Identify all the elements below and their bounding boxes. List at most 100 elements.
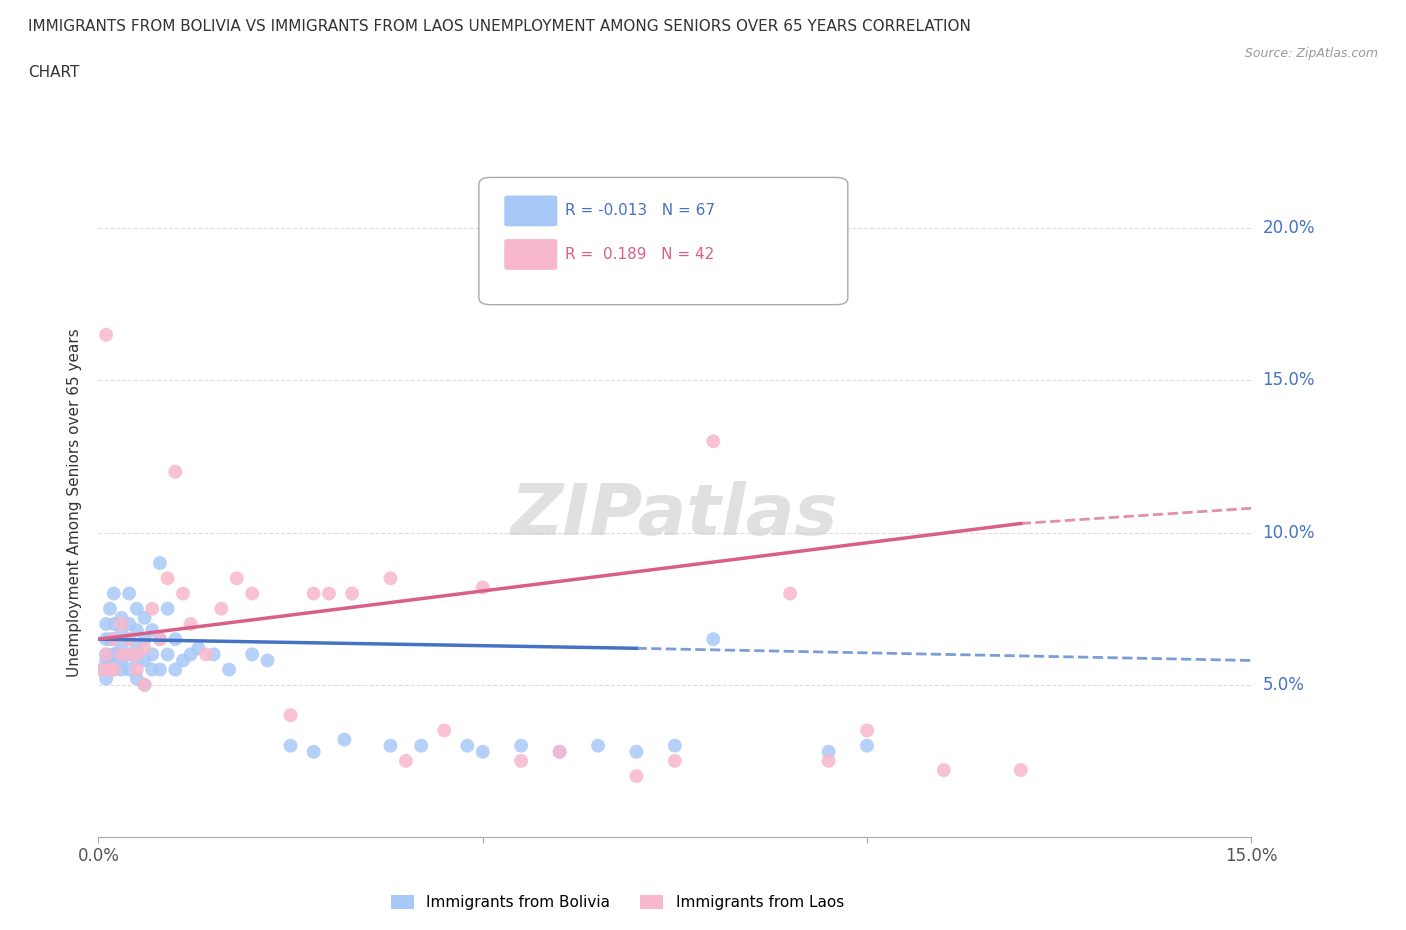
FancyBboxPatch shape xyxy=(505,195,557,226)
Point xyxy=(817,744,839,759)
Point xyxy=(110,622,132,637)
Text: R = -0.013   N = 67: R = -0.013 N = 67 xyxy=(565,204,716,219)
Point xyxy=(156,602,179,617)
Point xyxy=(180,617,202,631)
Point xyxy=(280,738,302,753)
Point xyxy=(118,631,141,646)
Point xyxy=(134,677,156,692)
Point xyxy=(318,586,340,601)
Point xyxy=(702,434,724,449)
Point xyxy=(149,555,172,570)
Point xyxy=(180,647,202,662)
Point xyxy=(626,744,648,759)
Text: 20.0%: 20.0% xyxy=(1263,219,1315,237)
Y-axis label: Unemployment Among Seniors over 65 years: Unemployment Among Seniors over 65 years xyxy=(67,328,83,677)
Point xyxy=(103,662,125,677)
Point xyxy=(141,647,163,662)
Point xyxy=(240,586,263,601)
Point xyxy=(149,662,172,677)
Text: ZIPatlas: ZIPatlas xyxy=(512,481,838,550)
Point xyxy=(103,631,125,646)
Point xyxy=(118,662,141,677)
Point xyxy=(110,641,132,656)
Point xyxy=(548,744,571,759)
Point xyxy=(626,769,648,784)
Point xyxy=(380,738,402,753)
Point xyxy=(118,647,141,662)
Text: 15.0%: 15.0% xyxy=(1263,371,1315,390)
Point xyxy=(94,671,117,686)
Point xyxy=(586,738,609,753)
Point xyxy=(94,327,117,342)
Point xyxy=(103,647,125,662)
Text: IMMIGRANTS FROM BOLIVIA VS IMMIGRANTS FROM LAOS UNEMPLOYMENT AMONG SENIORS OVER : IMMIGRANTS FROM BOLIVIA VS IMMIGRANTS FR… xyxy=(28,19,972,33)
Point xyxy=(110,610,132,625)
Point xyxy=(664,738,686,753)
Point xyxy=(172,586,194,601)
Point xyxy=(256,653,278,668)
Point xyxy=(240,647,263,662)
Point xyxy=(94,647,117,662)
Point xyxy=(125,653,148,668)
Point xyxy=(456,738,478,753)
Point xyxy=(103,662,125,677)
Point xyxy=(856,738,879,753)
Point xyxy=(103,586,125,601)
Point xyxy=(141,602,163,617)
Point xyxy=(134,641,156,656)
Point xyxy=(125,602,148,617)
Point xyxy=(110,647,132,662)
FancyBboxPatch shape xyxy=(505,239,557,270)
Text: 5.0%: 5.0% xyxy=(1263,676,1305,694)
Point xyxy=(209,602,232,617)
Point xyxy=(156,571,179,586)
Point xyxy=(125,622,148,637)
Point xyxy=(103,617,125,631)
Point xyxy=(118,631,141,646)
Point xyxy=(1010,763,1032,777)
Text: 10.0%: 10.0% xyxy=(1263,524,1315,541)
Point xyxy=(340,586,363,601)
Point xyxy=(94,653,117,668)
Point xyxy=(134,677,156,692)
Point xyxy=(110,647,132,662)
Point xyxy=(302,586,325,601)
Point xyxy=(118,617,141,631)
Point xyxy=(134,631,156,646)
Point xyxy=(98,662,121,677)
Point xyxy=(103,631,125,646)
Point xyxy=(110,617,132,631)
Point xyxy=(98,602,121,617)
Point xyxy=(302,744,325,759)
Point xyxy=(333,732,356,747)
Point xyxy=(218,662,240,677)
Point xyxy=(94,647,117,662)
Point xyxy=(165,464,187,479)
Point xyxy=(856,723,879,737)
Text: R =  0.189   N = 42: R = 0.189 N = 42 xyxy=(565,247,714,262)
Point xyxy=(165,631,187,646)
Point xyxy=(202,647,225,662)
Point xyxy=(94,631,117,646)
Point xyxy=(125,662,148,677)
Point xyxy=(134,610,156,625)
Legend: Immigrants from Bolivia, Immigrants from Laos: Immigrants from Bolivia, Immigrants from… xyxy=(385,889,849,916)
Point xyxy=(411,738,433,753)
Point xyxy=(471,744,494,759)
Point xyxy=(187,641,209,656)
Point xyxy=(91,662,114,677)
Point xyxy=(380,571,402,586)
FancyBboxPatch shape xyxy=(479,178,848,305)
Point xyxy=(134,653,156,668)
Point xyxy=(103,647,125,662)
Point xyxy=(702,631,724,646)
Point xyxy=(94,617,117,631)
Point xyxy=(932,763,955,777)
Point xyxy=(280,708,302,723)
Point xyxy=(125,641,148,656)
Point xyxy=(149,631,172,646)
Point xyxy=(118,586,141,601)
Point xyxy=(118,647,141,662)
Point xyxy=(172,653,194,668)
Point xyxy=(433,723,456,737)
